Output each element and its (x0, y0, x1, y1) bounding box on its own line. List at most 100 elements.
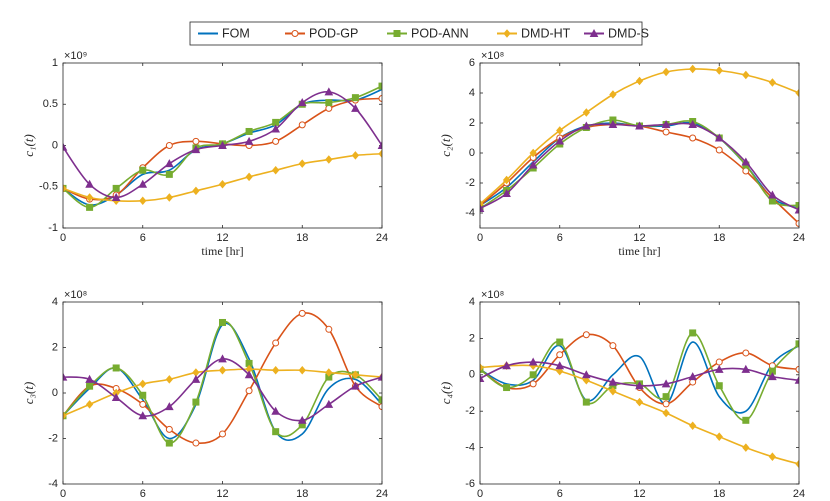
x-tick-label: 6 (140, 488, 146, 500)
marker (272, 137, 280, 145)
marker (609, 342, 617, 350)
marker (662, 400, 670, 408)
marker (503, 29, 511, 38)
marker (272, 339, 280, 347)
marker (378, 94, 382, 102)
x-axis-label: time [hr] (201, 244, 243, 258)
y-tick-label: -4 (465, 207, 475, 219)
marker (351, 94, 359, 102)
y-tick-label: -6 (465, 478, 475, 490)
x-tick-label: 18 (296, 232, 308, 244)
plot-area (480, 302, 799, 484)
series-group (480, 329, 799, 469)
marker (245, 387, 253, 395)
legend-label: DMD-S (608, 26, 649, 40)
y-axis-label: c₄(t) (438, 382, 453, 405)
marker (635, 121, 644, 130)
marker (245, 127, 253, 135)
marker (351, 370, 360, 380)
y-tick-label: -4 (48, 478, 58, 490)
marker (112, 364, 120, 372)
marker (244, 370, 254, 379)
marker (794, 205, 799, 214)
marker (556, 126, 564, 135)
y-tick-label: -2 (465, 177, 475, 189)
marker (63, 142, 68, 151)
marker (324, 399, 334, 408)
x-tick-label: 18 (713, 488, 725, 500)
marker (661, 379, 671, 388)
marker (272, 365, 280, 375)
marker (139, 391, 147, 399)
y-tick-label: 0.5 (43, 98, 58, 110)
marker (582, 108, 590, 117)
marker (219, 318, 226, 326)
marker (378, 403, 382, 411)
x-tick-label: 12 (216, 488, 228, 500)
marker (503, 384, 511, 392)
x-tick-label: 12 (216, 232, 228, 244)
marker (218, 140, 227, 149)
marker (581, 370, 591, 379)
marker (715, 146, 723, 154)
marker (795, 88, 799, 98)
marker (795, 220, 799, 227)
marker (351, 151, 360, 160)
marker (768, 372, 777, 381)
marker (582, 331, 590, 339)
marker (556, 351, 564, 359)
marker (245, 172, 253, 182)
series-line (480, 341, 799, 414)
marker (325, 155, 333, 164)
marker (662, 67, 670, 77)
x-tick-label: 18 (296, 488, 308, 500)
marker (351, 381, 360, 390)
marker (139, 196, 147, 206)
marker (689, 421, 697, 431)
x-tick-label: 6 (140, 232, 146, 244)
marker (325, 99, 333, 107)
x-tick-label: 0 (60, 488, 66, 500)
y-tick-label: 6 (469, 57, 475, 69)
marker (715, 432, 723, 441)
marker (325, 104, 333, 112)
marker (582, 375, 590, 385)
marker (768, 190, 777, 199)
marker (63, 372, 68, 381)
marker (139, 400, 147, 408)
marker (715, 382, 723, 390)
marker (138, 179, 148, 188)
marker (272, 428, 280, 436)
marker (85, 179, 94, 188)
marker (298, 365, 306, 375)
marker (378, 396, 382, 404)
marker (768, 452, 777, 461)
marker (271, 124, 281, 133)
marker (377, 372, 382, 381)
marker (581, 121, 591, 130)
marker (325, 325, 333, 333)
marker (480, 363, 484, 372)
marker (795, 365, 799, 373)
x-axis-label: time [hr] (618, 244, 660, 258)
marker (589, 28, 599, 37)
x-axis-label: time [hr] (201, 500, 243, 501)
marker (378, 82, 382, 90)
marker (86, 382, 94, 390)
marker (556, 338, 564, 346)
marker (192, 398, 200, 406)
marker (191, 145, 201, 154)
marker (555, 361, 565, 370)
marker (502, 361, 511, 370)
marker (635, 381, 644, 390)
marker (688, 372, 698, 381)
marker (609, 386, 617, 396)
legend-label: POD-ANN (411, 26, 469, 40)
y-tick-label: 2 (469, 332, 475, 344)
y-multiplier: ×10⁸ (481, 50, 504, 62)
marker (111, 192, 121, 201)
marker (662, 408, 670, 418)
x-tick-label: 18 (713, 232, 725, 244)
marker (86, 203, 94, 211)
